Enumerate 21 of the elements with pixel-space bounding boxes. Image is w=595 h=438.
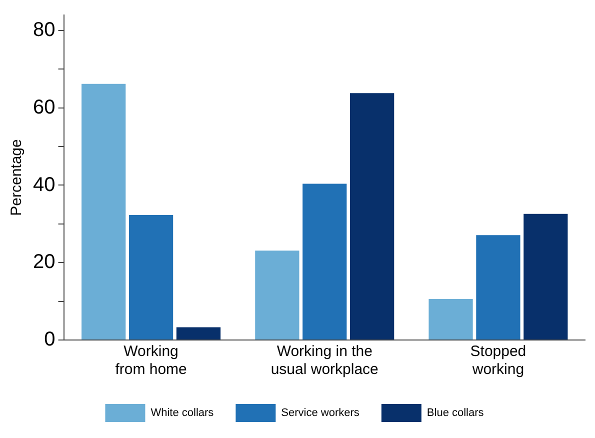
x-tick-label: Working in the usual workplace bbox=[270, 343, 378, 378]
bar bbox=[302, 184, 347, 340]
legend-label: White collars bbox=[150, 407, 214, 420]
y-axis-title: Percentage bbox=[8, 139, 26, 216]
bar bbox=[255, 250, 300, 340]
bar bbox=[82, 84, 126, 340]
bar bbox=[428, 298, 473, 340]
bar bbox=[350, 93, 394, 340]
bar bbox=[128, 215, 174, 340]
legend-label: Blue collars bbox=[426, 407, 484, 420]
y-tick-label: 40 bbox=[32, 174, 56, 196]
x-tick-label: Working from home bbox=[115, 343, 187, 378]
bar bbox=[476, 235, 520, 340]
y-tick-label: 60 bbox=[32, 96, 56, 118]
legend-label: Service workers bbox=[281, 407, 360, 420]
y-tick-label: 0 bbox=[44, 328, 56, 351]
bar bbox=[524, 214, 568, 340]
y-tick-label: 20 bbox=[32, 251, 56, 274]
bar bbox=[176, 327, 221, 340]
y-tick-label: 80 bbox=[32, 18, 56, 41]
x-tick-label: Stopped working bbox=[470, 343, 526, 378]
